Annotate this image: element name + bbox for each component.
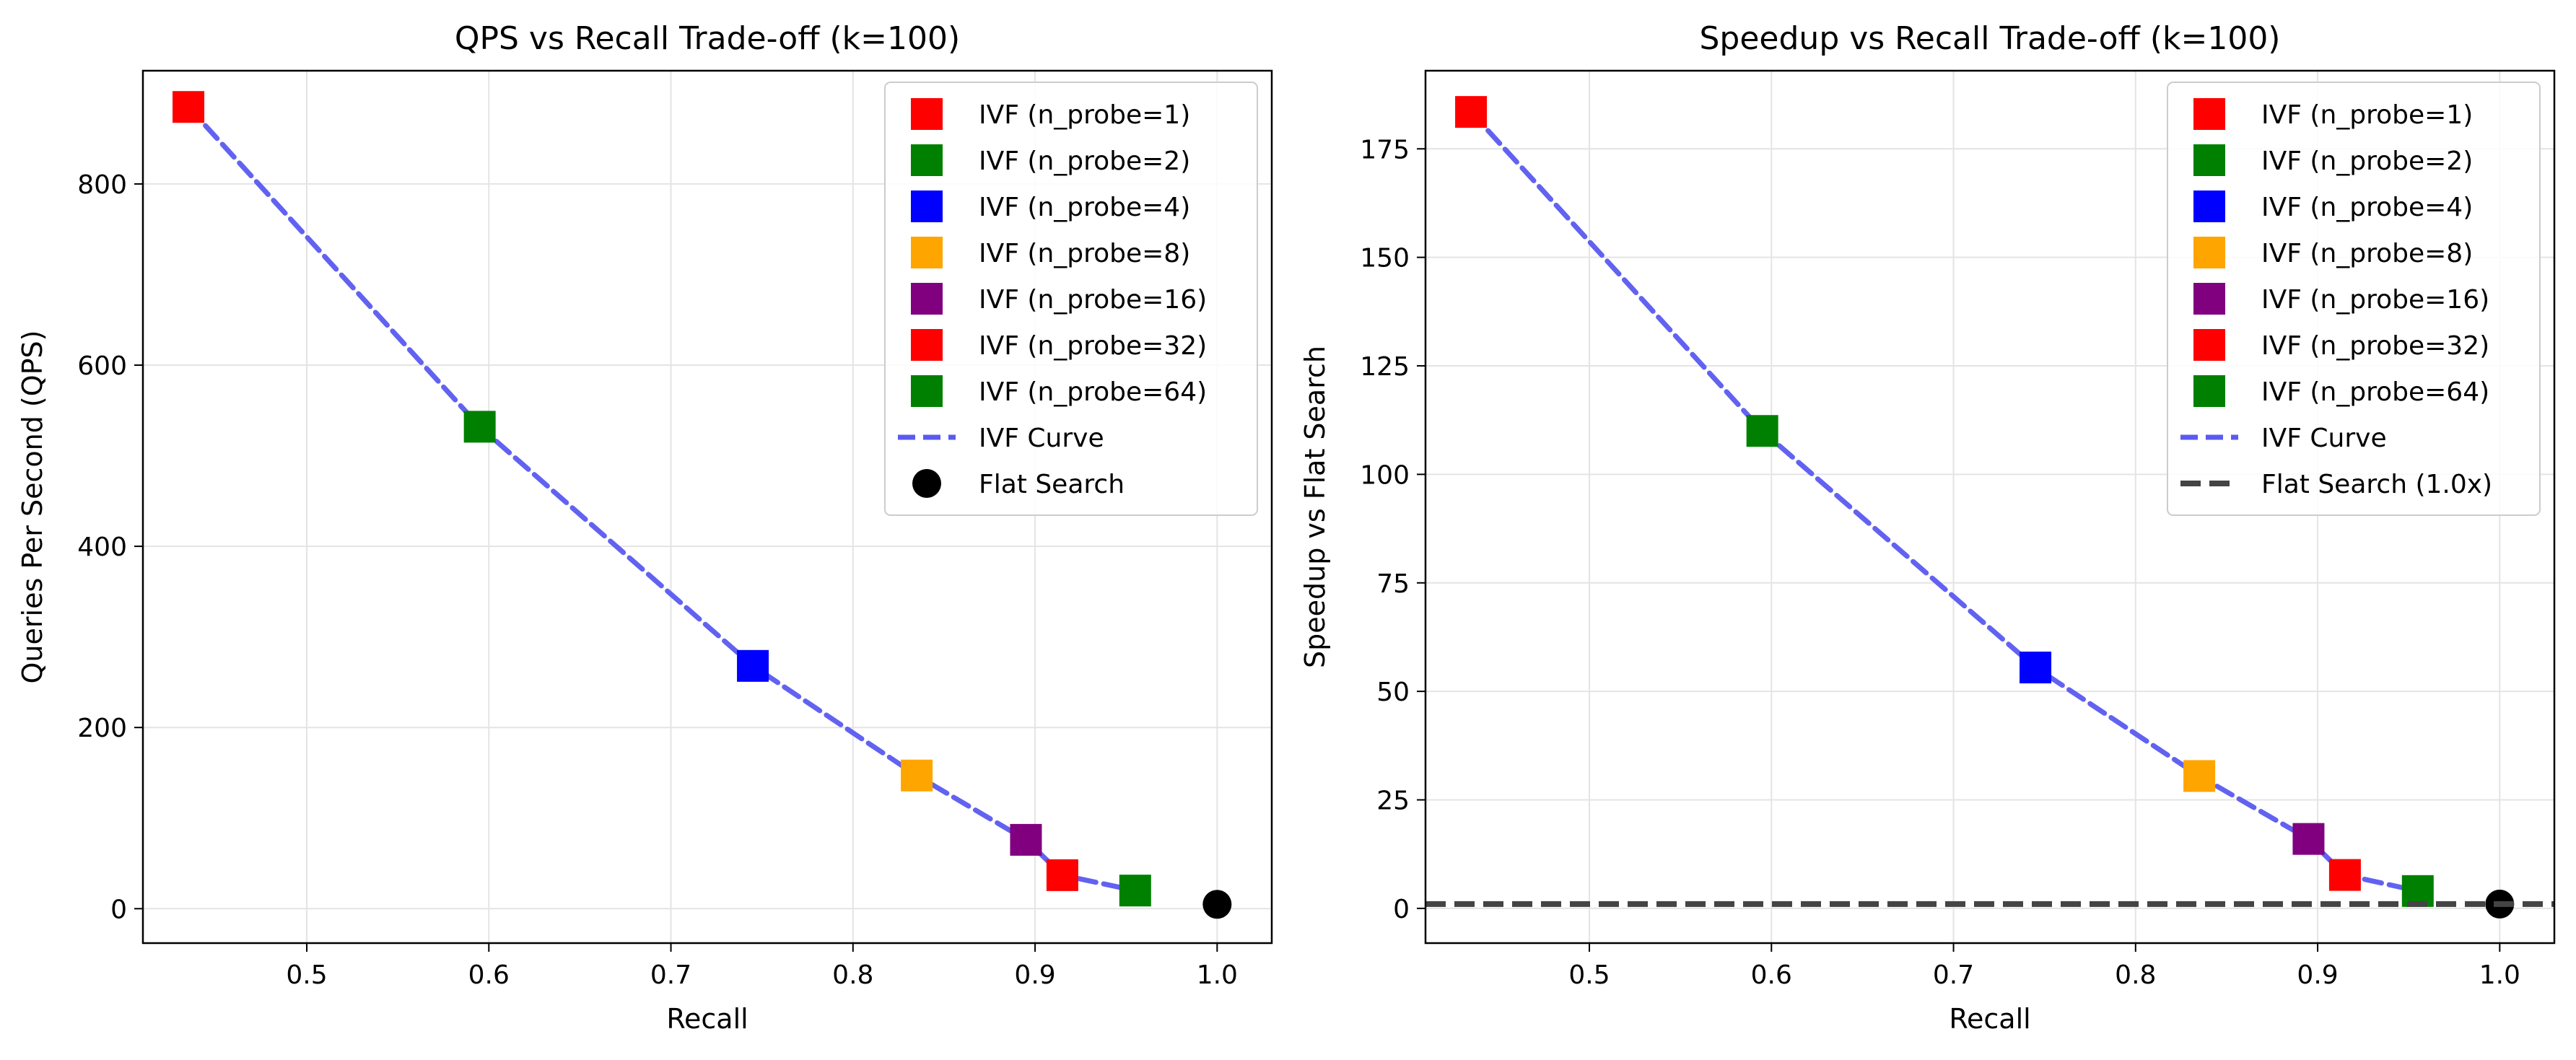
legend-square-swatch <box>911 237 943 268</box>
legend-label: IVF (n_probe=64) <box>2261 377 2489 407</box>
y-axis-label: Speedup vs Flat Search <box>1299 346 1331 668</box>
legend-square-swatch <box>911 190 943 222</box>
ivf-point-marker <box>901 759 933 792</box>
x-tick-label: 0.7 <box>1933 960 1974 990</box>
legend-label: IVF (n_probe=8) <box>979 239 1190 268</box>
ivf-point-marker <box>1746 415 1778 447</box>
y-tick-label: 600 <box>77 351 127 381</box>
x-tick-label: 0.7 <box>650 960 691 990</box>
x-tick-label: 0.8 <box>2115 960 2156 990</box>
legend-square-swatch <box>2193 237 2225 268</box>
legend-square-swatch <box>911 283 943 315</box>
legend-square-swatch <box>2193 144 2225 176</box>
legend-label: IVF (n_probe=32) <box>979 331 1207 361</box>
ivf-point-marker <box>1119 875 1151 907</box>
legend-circle-swatch <box>912 469 941 498</box>
y-tick-label: 0 <box>110 895 127 924</box>
legend-square-swatch <box>911 329 943 361</box>
x-tick-label: 0.5 <box>286 960 327 990</box>
legend-box <box>2167 82 2541 516</box>
x-axis-label: Recall <box>1949 1003 2030 1035</box>
ivf-point-marker <box>463 411 496 443</box>
speedup-chart-panel: 0.5 0.6 0.7 0.8 0.9 1.0 0 25 50 75 100 125 150 175 Spe… <box>1299 20 2556 1035</box>
ivf-point-marker <box>737 649 769 682</box>
y-tick-label: 25 <box>1376 787 1410 816</box>
flat-search-point <box>1202 890 1232 919</box>
plot-frame <box>141 69 1273 945</box>
chart-title: QPS vs Recall Trade-off (k=100) <box>455 20 960 57</box>
ivf-point-marker <box>1010 823 1042 856</box>
legend: IVF (n_probe=1) IVF (n_probe=2) IVF (n_pro… <box>884 82 1258 516</box>
x-tick-label: 0.9 <box>1014 960 1055 990</box>
legend-label: IVF (n_probe=16) <box>2261 285 2489 315</box>
legend-label: Flat Search (1.0x) <box>2261 470 2492 499</box>
legend-square-swatch <box>2193 375 2225 407</box>
y-tick-label: 175 <box>1360 135 1410 165</box>
y-tick-label: 75 <box>1376 569 1410 599</box>
y-tick-label: 150 <box>1360 244 1410 273</box>
y-tick-label: 200 <box>77 714 127 743</box>
legend-label: IVF (n_probe=4) <box>2261 193 2473 222</box>
legend-label: IVF (n_probe=2) <box>2261 146 2473 176</box>
legend-box <box>884 82 1258 516</box>
legend-label: IVF (n_probe=8) <box>2261 239 2473 268</box>
legend-label: IVF Curve <box>979 424 1104 453</box>
legend-square-swatch <box>911 98 943 130</box>
legend-label: IVF (n_probe=1) <box>2261 100 2473 130</box>
y-axis-label: Queries Per Second (QPS) <box>17 330 48 684</box>
plot-frame <box>1424 69 2556 945</box>
ivf-point-marker <box>2020 652 2052 684</box>
ivf-point-marker <box>2183 760 2216 792</box>
y-tick-label: 50 <box>1376 678 1410 707</box>
legend-square-swatch <box>2193 329 2225 361</box>
legend-square-swatch <box>2193 190 2225 222</box>
x-tick-label: 0.6 <box>468 960 510 990</box>
legend-label: IVF (n_probe=4) <box>979 193 1190 222</box>
legend-label: IVF (n_probe=64) <box>979 377 1207 407</box>
ivf-point-marker <box>1046 859 1078 891</box>
legend-label: IVF Curve <box>2261 424 2387 453</box>
x-tick-label: 0.6 <box>1751 960 1792 990</box>
y-tick-label: 100 <box>1360 460 1410 490</box>
legend-label: IVF (n_probe=2) <box>979 146 1190 176</box>
legend-square-swatch <box>2193 283 2225 315</box>
x-tick-label: 0.8 <box>832 960 873 990</box>
legend-square-swatch <box>911 144 943 176</box>
x-tick-label: 1.0 <box>1197 960 1238 990</box>
legend-label: Flat Search <box>979 470 1125 499</box>
ivf-point-marker <box>173 91 205 123</box>
chart-title: Speedup vs Recall Trade-off (k=100) <box>1700 20 2281 57</box>
y-tick-label: 400 <box>77 533 127 562</box>
legend-label: IVF (n_probe=16) <box>979 285 1207 315</box>
y-tick-label: 0 <box>1393 895 1410 924</box>
ivf-point-marker <box>2328 859 2361 891</box>
x-tick-label: 0.5 <box>1568 960 1610 990</box>
y-tick-label: 125 <box>1360 352 1410 382</box>
x-tick-label: 0.9 <box>2297 960 2338 990</box>
x-tick-label: 1.0 <box>2479 960 2520 990</box>
legend-square-swatch <box>2193 98 2225 130</box>
x-axis-label: Recall <box>666 1003 748 1035</box>
y-tick-label: 800 <box>77 170 127 200</box>
legend-square-swatch <box>911 375 943 407</box>
ivf-point-marker <box>2292 823 2325 855</box>
qps-chart-panel: 0.5 0.6 0.7 0.8 0.9 1.0 0 200 400 600 800 QPS vs Re… <box>17 20 1273 1035</box>
legend-label: IVF (n_probe=1) <box>979 100 1190 130</box>
legend: IVF (n_probe=1) IVF (n_probe=2) IVF (n_pro… <box>2167 82 2541 516</box>
legend-label: IVF (n_probe=32) <box>2261 331 2489 361</box>
ivf-point-marker <box>1455 96 1488 128</box>
